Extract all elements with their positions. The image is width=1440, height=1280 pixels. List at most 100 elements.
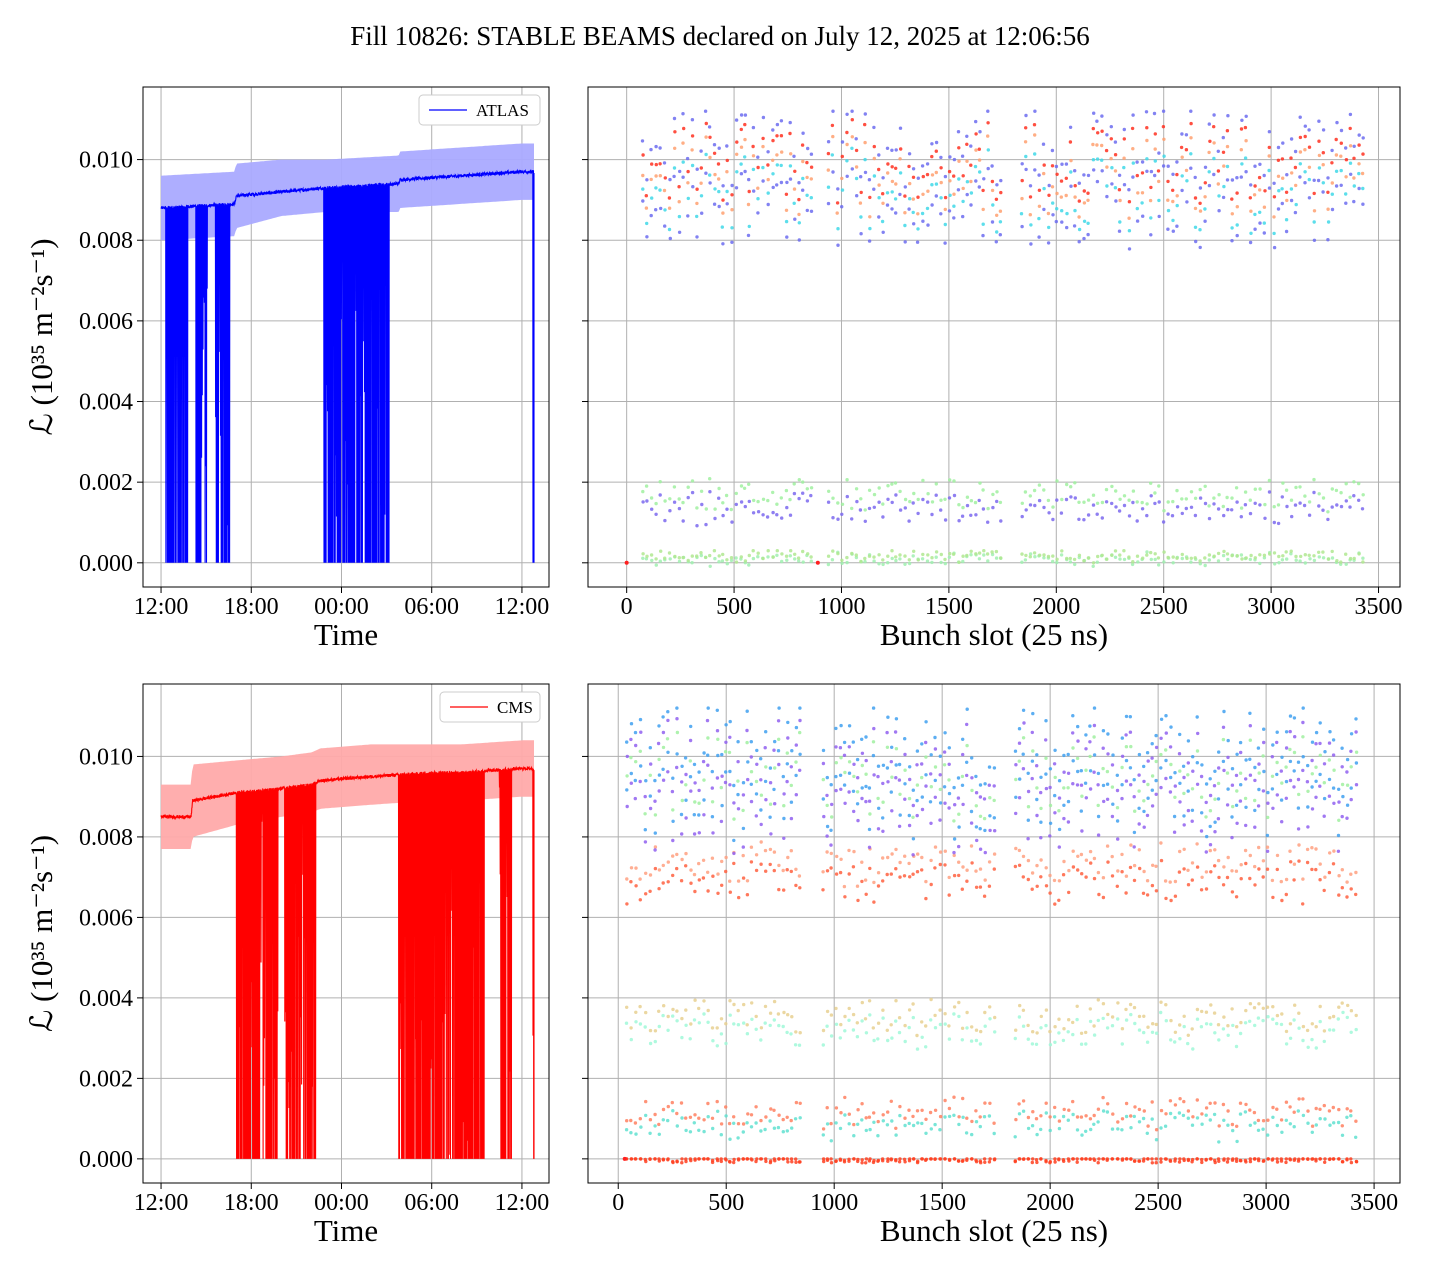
bunch-point: [643, 794, 647, 799]
bunch-point: [872, 880, 876, 885]
bunch-point: [974, 1120, 979, 1124]
bunch-point: [1021, 767, 1026, 771]
x-tick-label: 18:00: [224, 594, 279, 620]
bunch-point: [889, 1023, 893, 1027]
bunch-point: [1079, 1115, 1084, 1119]
bunch-point: [930, 154, 934, 159]
bunch-point: [1225, 803, 1230, 807]
bunch-point: [1234, 895, 1239, 899]
bunch-point: [741, 853, 745, 858]
bunch-point: [792, 187, 797, 191]
bunch-point: [1042, 553, 1046, 557]
bunch-point: [1175, 224, 1179, 228]
bunch-point: [1154, 745, 1159, 750]
bunch-point: [1048, 1043, 1053, 1047]
bunch-point: [782, 1010, 786, 1015]
bunch-point: [684, 1116, 688, 1120]
bunch-point: [1062, 770, 1066, 774]
bunch-point: [1142, 1030, 1146, 1035]
bunch-point: [1349, 1114, 1353, 1118]
bunch-point: [1044, 719, 1048, 723]
bunch-point: [1345, 1115, 1349, 1120]
bunch-point: [1285, 504, 1289, 509]
bunch-point: [1361, 556, 1365, 560]
bunch-point: [1352, 144, 1356, 148]
bunch-point: [695, 187, 699, 191]
bunch-point: [1216, 507, 1221, 511]
bunch-point: [1149, 481, 1153, 485]
bunch-point: [1336, 849, 1341, 853]
bunch-point: [663, 224, 667, 228]
bunch-point: [644, 1099, 648, 1104]
bunch-point: [1307, 177, 1312, 182]
bunch-point: [1118, 220, 1122, 224]
bunch-point: [986, 559, 990, 563]
bunch-point: [1225, 129, 1230, 133]
bunch-point: [939, 155, 943, 160]
x-tick-label: 00:00: [314, 594, 369, 620]
bunch-point: [1248, 557, 1253, 562]
bunch-point: [1216, 169, 1221, 173]
bunch-point: [1225, 144, 1230, 149]
bunch-point: [1239, 175, 1244, 179]
bunch-point: [960, 1026, 965, 1031]
bunch-point: [736, 1122, 741, 1126]
bunch-point: [864, 799, 868, 804]
bunch-point: [1017, 863, 1022, 867]
x-tick-label: 12:00: [134, 594, 189, 620]
bunch-point: [920, 807, 925, 812]
bunch-point: [763, 1004, 768, 1009]
bunch-point: [1061, 873, 1066, 877]
bunch-point: [1122, 127, 1127, 132]
bunch-point: [1348, 126, 1352, 131]
bunch-point: [947, 209, 952, 213]
bunch-point: [1298, 150, 1303, 154]
bunch-point: [1332, 801, 1336, 805]
bunch-point: [790, 1126, 794, 1130]
bunch-point: [1312, 490, 1316, 495]
bunch-point: [1157, 214, 1161, 219]
bunch-point: [777, 762, 781, 767]
bunch-point: [1086, 173, 1091, 178]
bunch-point: [1360, 507, 1365, 511]
bunch-point: [1322, 796, 1327, 801]
bunch-point: [1088, 787, 1093, 791]
bunch-point: [1159, 736, 1163, 740]
bunch-point: [1132, 1114, 1137, 1119]
bunch-point: [1082, 189, 1087, 193]
bunch-point: [1318, 878, 1322, 882]
bunch-point: [1275, 1021, 1279, 1026]
bunch-point: [1017, 796, 1022, 800]
bunch-point: [1166, 512, 1170, 516]
bunch-point: [672, 166, 677, 170]
bunch-point: [1186, 868, 1190, 872]
bunch-point: [916, 1121, 920, 1125]
bunch-point: [1217, 1124, 1221, 1128]
bunch-point: [1326, 557, 1331, 561]
bunch-point: [690, 163, 695, 168]
bunch-point: [1261, 1006, 1266, 1010]
bunch-point: [1073, 184, 1077, 188]
bunch-point: [1303, 561, 1308, 565]
y-tick-label: 0.004: [79, 390, 133, 416]
bunch-point: [894, 763, 898, 767]
bunch-point: [1323, 875, 1327, 879]
bunch-point: [859, 497, 863, 501]
bunch-point: [752, 498, 756, 503]
bunch-point: [1235, 176, 1239, 180]
bunch-point: [947, 875, 951, 880]
bunch-point: [645, 499, 649, 503]
bunch-point: [907, 813, 911, 818]
bunch-point: [684, 1023, 688, 1027]
bunch-point: [983, 782, 987, 786]
bunch-point: [1110, 763, 1115, 767]
bunch-point: [903, 768, 907, 772]
bunch-point: [1164, 1019, 1169, 1023]
bunch-point: [672, 500, 677, 504]
bunch-point: [1191, 755, 1195, 759]
bunch-point: [1051, 554, 1055, 558]
bunch-point: [1196, 731, 1200, 736]
bunch-point: [790, 1015, 794, 1019]
bunch-point: [860, 1161, 864, 1165]
bunch-point: [1175, 556, 1179, 560]
